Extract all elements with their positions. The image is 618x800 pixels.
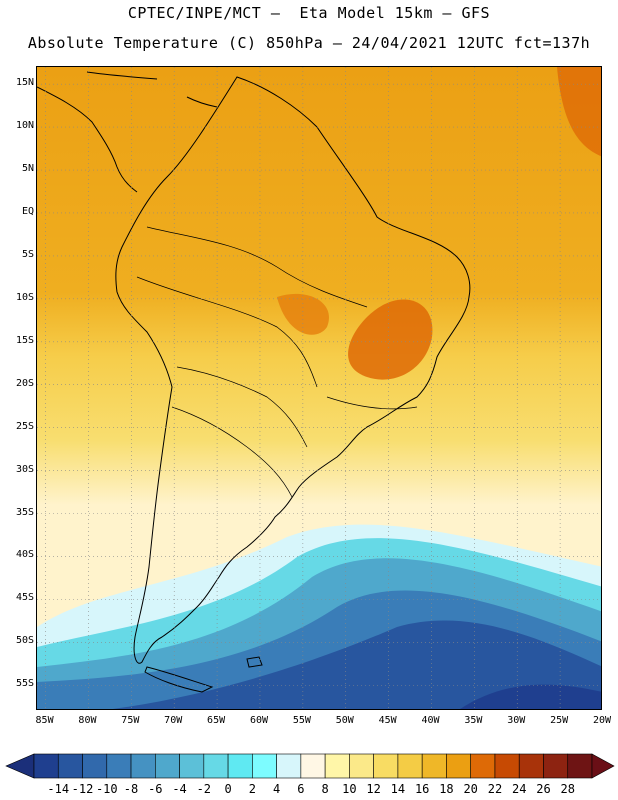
lon-tick-label: 50W	[335, 715, 354, 726]
colorbar-swatch	[82, 753, 108, 779]
lon-tick-label: 80W	[78, 715, 97, 726]
lat-tick-label: 10N	[15, 120, 34, 132]
colorbar-swatch	[421, 753, 447, 779]
lon-tick-label: 55W	[292, 715, 311, 726]
lat-tick-label: 30S	[15, 463, 34, 475]
colorbar-swatch	[203, 753, 229, 779]
colorbar-tick-label: 4	[272, 782, 281, 796]
lat-tick-label: 5N	[21, 163, 34, 175]
colorbar-swatch	[227, 753, 253, 779]
colorbar-tick-label: 8	[321, 782, 329, 796]
colorbar-tick-label: 10	[342, 782, 357, 796]
colorbar-tick-label: 14	[390, 782, 406, 796]
colorbar-arrow-right	[591, 753, 615, 779]
temperature-map	[36, 66, 602, 710]
country-borders	[136, 226, 418, 498]
colorbar-swatch	[106, 753, 132, 779]
colorbar-tick-label: 26	[536, 782, 551, 796]
lon-tick-label: 25W	[550, 715, 569, 726]
colorbar-swatch	[179, 753, 205, 779]
colorbar-tick-label: -10	[95, 782, 118, 796]
lat-tick-label: 15N	[15, 77, 34, 89]
colorbar-tick-label: 12	[366, 782, 381, 796]
coastlines	[37, 71, 471, 693]
lon-tick-label: 65W	[207, 715, 226, 726]
colorbar-tick-label: 24	[511, 782, 527, 796]
colorbar-arrow-left	[5, 753, 35, 779]
colorbar-swatch	[518, 753, 544, 779]
colorbar-swatch	[543, 753, 569, 779]
lon-tick-label: 30W	[507, 715, 526, 726]
colorbar-tick-label: -12	[71, 782, 94, 796]
colorbar-swatch	[567, 753, 593, 779]
lon-tick-label: 85W	[35, 715, 54, 726]
map-canvas	[37, 67, 601, 709]
map-title-model: CPTEC/INPE/MCT – Eta Model 15km – GFS	[127, 4, 491, 22]
colorbar-tick-label: -2	[196, 782, 212, 796]
colorbar-tick-label: 22	[487, 782, 503, 796]
cool-layer-5	[112, 620, 601, 709]
lat-tick-label: 35S	[15, 506, 34, 518]
colorbar-tick-label: 28	[560, 782, 575, 796]
lat-tick-label: 15S	[15, 334, 34, 346]
lat-tick-label: 20S	[15, 377, 34, 389]
hot-spot-atlantic-north	[557, 67, 601, 157]
colorbar-swatch	[446, 753, 471, 779]
lat-tick-label: 25S	[15, 420, 34, 432]
lon-tick-label: 70W	[164, 715, 183, 726]
lat-tick-label: 5S	[21, 248, 34, 260]
colorbar-tick-label: 16	[414, 782, 430, 796]
colorbar-tick-label: -8	[123, 782, 139, 796]
lat-tick-label: 50S	[15, 635, 34, 647]
colorbar-swatch	[470, 753, 496, 779]
lat-tick-label: 45S	[15, 592, 34, 604]
colorbar-tick-label: -6	[148, 782, 163, 796]
colorbar-tick-label: 0	[224, 782, 232, 796]
colorbar-swatch	[130, 753, 156, 779]
lat-tick-label: 10S	[15, 291, 34, 303]
colorbar	[5, 753, 615, 779]
lat-tick-label: EQ	[21, 205, 34, 217]
colorbar-swatch	[324, 753, 350, 779]
colorbar-swatch	[397, 753, 423, 779]
colorbar-tick-label: 20	[463, 782, 478, 796]
colorbar-swatch	[300, 753, 326, 779]
colorbar-tick-label: -14	[47, 782, 70, 796]
lon-tick-label: 40W	[421, 715, 440, 726]
colorbar-tick-label: 2	[248, 782, 256, 796]
lon-tick-label: 45W	[378, 715, 397, 726]
lat-tick-label: 40S	[15, 549, 34, 561]
lon-tick-label: 75W	[121, 715, 140, 726]
colorbar-swatch	[57, 753, 83, 779]
lon-tick-label: 35W	[464, 715, 483, 726]
colorbar-swatch	[373, 753, 399, 779]
lon-tick-label: 20W	[592, 715, 612, 726]
colorbar-tick-label: -4	[172, 782, 187, 796]
lat-tick-label: 55S	[15, 678, 34, 690]
colorbar-swatch	[276, 753, 302, 779]
colorbar-swatch	[349, 753, 374, 779]
colorbar-tick-label: 18	[439, 782, 454, 796]
lon-tick-label: 60W	[249, 715, 268, 726]
lat-lon-grid	[37, 67, 601, 709]
map-title-field: Absolute Temperature (C) 850hPa – 24/04/…	[27, 34, 591, 52]
colorbar-tick-label: 6	[297, 782, 305, 796]
hot-spot-central-brazil	[348, 299, 433, 380]
warm-spot-amazon	[277, 293, 329, 335]
cool-layer-6	[460, 684, 601, 709]
colorbar-swatch	[33, 753, 59, 779]
colorbar-swatch	[494, 753, 520, 779]
colorbar-swatch	[252, 753, 277, 779]
colorbar-swatch	[155, 753, 180, 779]
